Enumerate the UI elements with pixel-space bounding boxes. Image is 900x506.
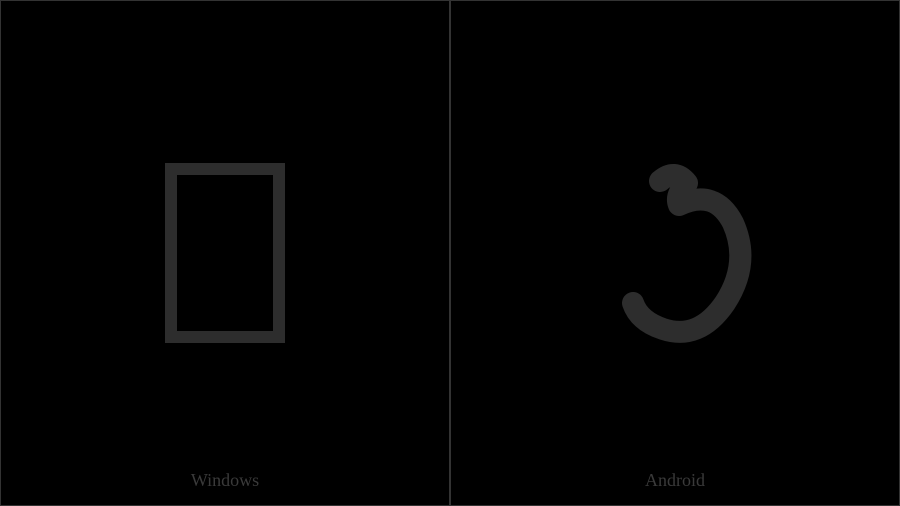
glyph-comparison: Windows Android	[0, 0, 900, 506]
panel-label: Android	[451, 470, 899, 491]
glyph-icon	[575, 113, 775, 393]
missing-glyph-icon	[165, 163, 285, 343]
panel-android: Android	[450, 0, 900, 506]
glyph-path	[633, 175, 740, 332]
panel-windows: Windows	[0, 0, 450, 506]
panel-label: Windows	[1, 470, 449, 491]
